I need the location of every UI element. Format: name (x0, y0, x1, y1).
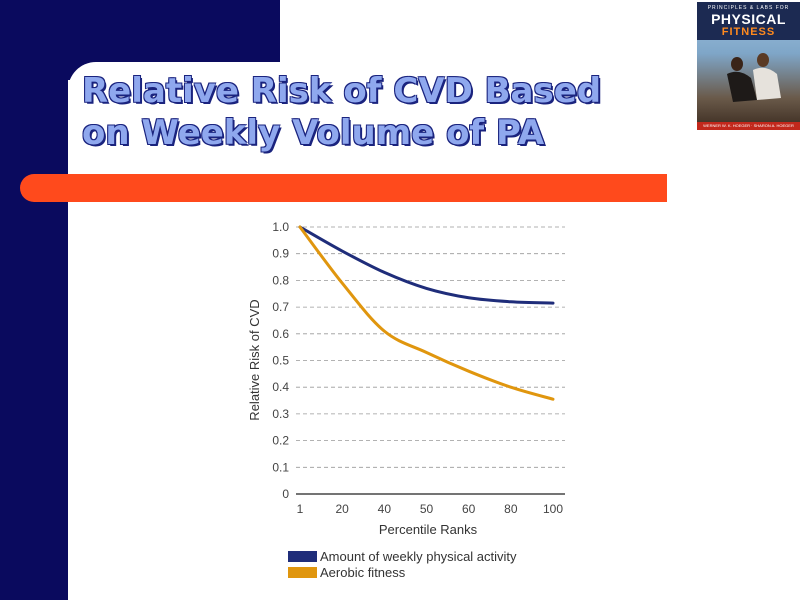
chart-grid (296, 226, 565, 468)
y-tick-label: 0.3 (272, 407, 289, 421)
y-tick-label: 0 (282, 487, 289, 501)
book-cover-title-line1: PHYSICAL (711, 11, 786, 27)
x-axis-label: Percentile Ranks (379, 522, 478, 537)
y-axis-label: Relative Risk of CVD (247, 299, 262, 420)
title-background (68, 62, 668, 177)
book-cover-authors: WERNER W. K. HOEGER · SHARON A. HOEGER (703, 123, 794, 128)
y-tick-label: 0.7 (272, 300, 289, 314)
legend-label: Amount of weekly physical activity (320, 549, 517, 564)
x-tick-label: 40 (378, 502, 392, 516)
x-tick-label: 20 (335, 502, 349, 516)
y-tick-label: 0.1 (272, 460, 289, 474)
series-line-1 (298, 225, 555, 401)
legend-label: Aerobic fitness (320, 565, 406, 580)
y-tick-label: 0.5 (272, 354, 289, 368)
orange-divider-bar (20, 174, 667, 202)
x-tick-label: 80 (504, 502, 518, 516)
series-line-0 (298, 225, 555, 305)
y-tick-label: 0.9 (272, 247, 289, 261)
x-tick-label: 1 (297, 502, 304, 516)
book-cover-subtitle: PRINCIPLES & LABS FOR (707, 5, 790, 11)
y-tick-label: 0.6 (272, 327, 289, 341)
y-tick-label: 0.8 (272, 273, 289, 287)
y-tick-label: 0.4 (272, 380, 289, 394)
x-tick-label: 50 (420, 502, 434, 516)
chart-axes: 0 0.1 0.2 0.3 0.4 0.5 0.6 0.7 0.8 0.9 1.0 1 20 40 50 60… (272, 220, 565, 516)
book-cover-photo-icon (727, 53, 781, 102)
y-tick-label: 1.0 (272, 220, 289, 234)
y-tick-label: 0.2 (272, 434, 289, 448)
book-cover-image: PRINCIPLES & LABS FOR PHYSICAL FITNESS W… (697, 2, 800, 130)
legend-swatch (288, 567, 317, 578)
book-cover-header (697, 2, 800, 40)
chart-legend: Amount of weekly physical activityAerobi… (288, 549, 517, 580)
book-cover-footer (697, 122, 800, 130)
legend-swatch (288, 551, 317, 562)
chart-series (298, 225, 555, 401)
x-tick-label: 60 (462, 502, 476, 516)
book-cover-title-line2: FITNESS (721, 26, 776, 38)
left-navy-bar (0, 0, 68, 600)
slide-title: Relative Risk of CVD Based on Weekly Vol… (82, 71, 602, 153)
x-tick-label: 100 (543, 502, 563, 516)
